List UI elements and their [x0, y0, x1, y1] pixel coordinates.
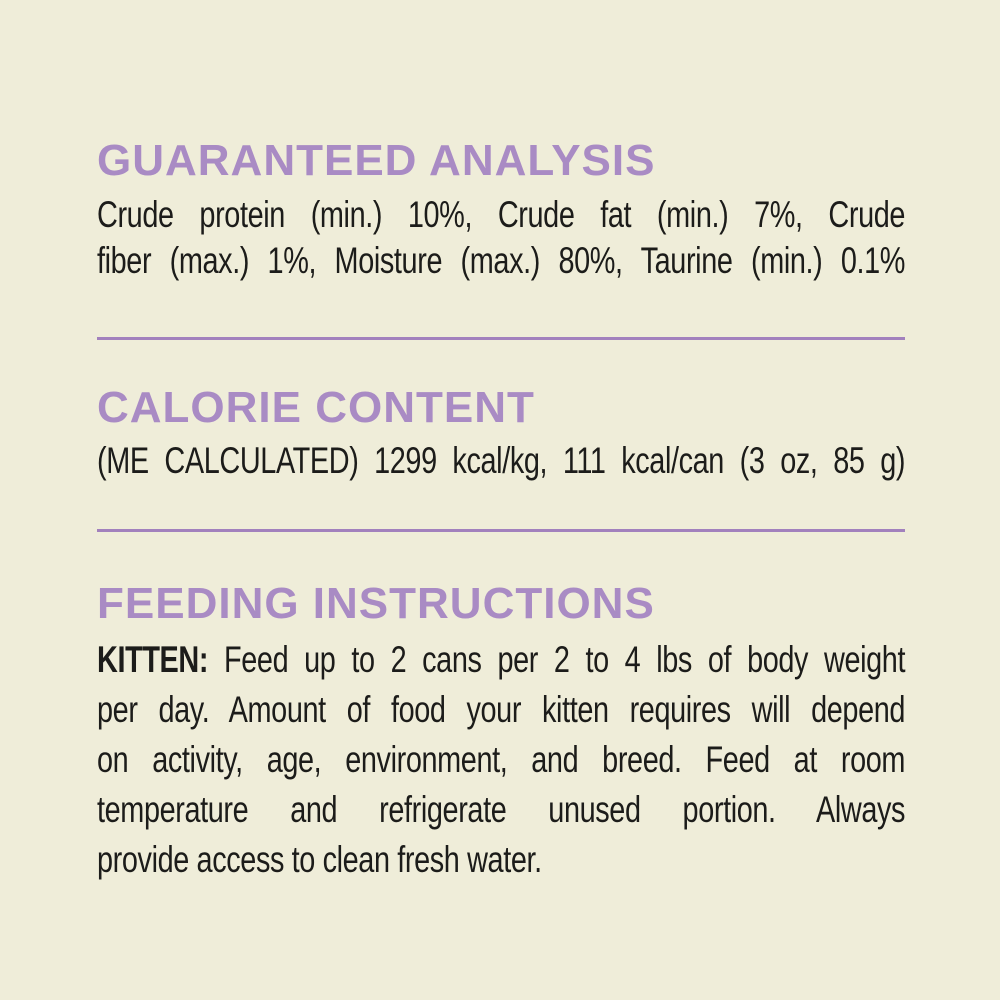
divider-line: [97, 529, 905, 532]
guaranteed-analysis-line-2: fiber (max.) 1%, Moisture (max.) 80%, Ta…: [97, 240, 906, 281]
section-feeding-instructions: FEEDING INSTRUCTIONS KITTEN: Feed up to …: [97, 582, 905, 885]
guaranteed-analysis-heading: GUARANTEED ANALYSIS: [97, 136, 656, 185]
divider-line: [97, 337, 905, 340]
feeding-instructions-line-1-text: Feed up to 2 cans per 2 to 4 lbs of body…: [224, 639, 906, 680]
calorie-content-line: (ME CALCULATED) 1299 kcal/kg, 111 kcal/c…: [97, 440, 906, 481]
section-calorie-content: CALORIE CONTENT (ME CALCULATED) 1299 kca…: [97, 386, 905, 484]
guaranteed-analysis-line-1: Crude protein (min.) 10%, Crude fat (min…: [97, 194, 906, 235]
calorie-content-body: (ME CALCULATED) 1299 kcal/kg, 111 kcal/c…: [97, 437, 905, 484]
guaranteed-analysis-body: Crude protein (min.) 10%, Crude fat (min…: [97, 192, 905, 284]
feeding-instructions-line-2: per day. Amount of food your kitten requ…: [97, 689, 906, 730]
feeding-instructions-heading: FEEDING INSTRUCTIONS: [97, 579, 655, 628]
feeding-instructions-line-1: KITTEN: Feed up to 2 cans per 2 to 4 lbs…: [97, 635, 905, 685]
feeding-instructions-line-4: temperature and refrigerate unused porti…: [97, 789, 906, 830]
section-guaranteed-analysis: GUARANTEED ANALYSIS Crude protein (min.)…: [97, 139, 905, 284]
label-content: GUARANTEED ANALYSIS Crude protein (min.)…: [97, 139, 905, 885]
kitten-label: KITTEN:: [97, 639, 209, 680]
feeding-instructions-line-5: provide access to clean fresh water.: [97, 839, 542, 880]
feeding-instructions-body: KITTEN: Feed up to 2 cans per 2 to 4 lbs…: [97, 635, 905, 885]
feeding-instructions-line-3: on activity, age, environment, and breed…: [97, 739, 906, 780]
calorie-content-heading: CALORIE CONTENT: [97, 383, 535, 432]
